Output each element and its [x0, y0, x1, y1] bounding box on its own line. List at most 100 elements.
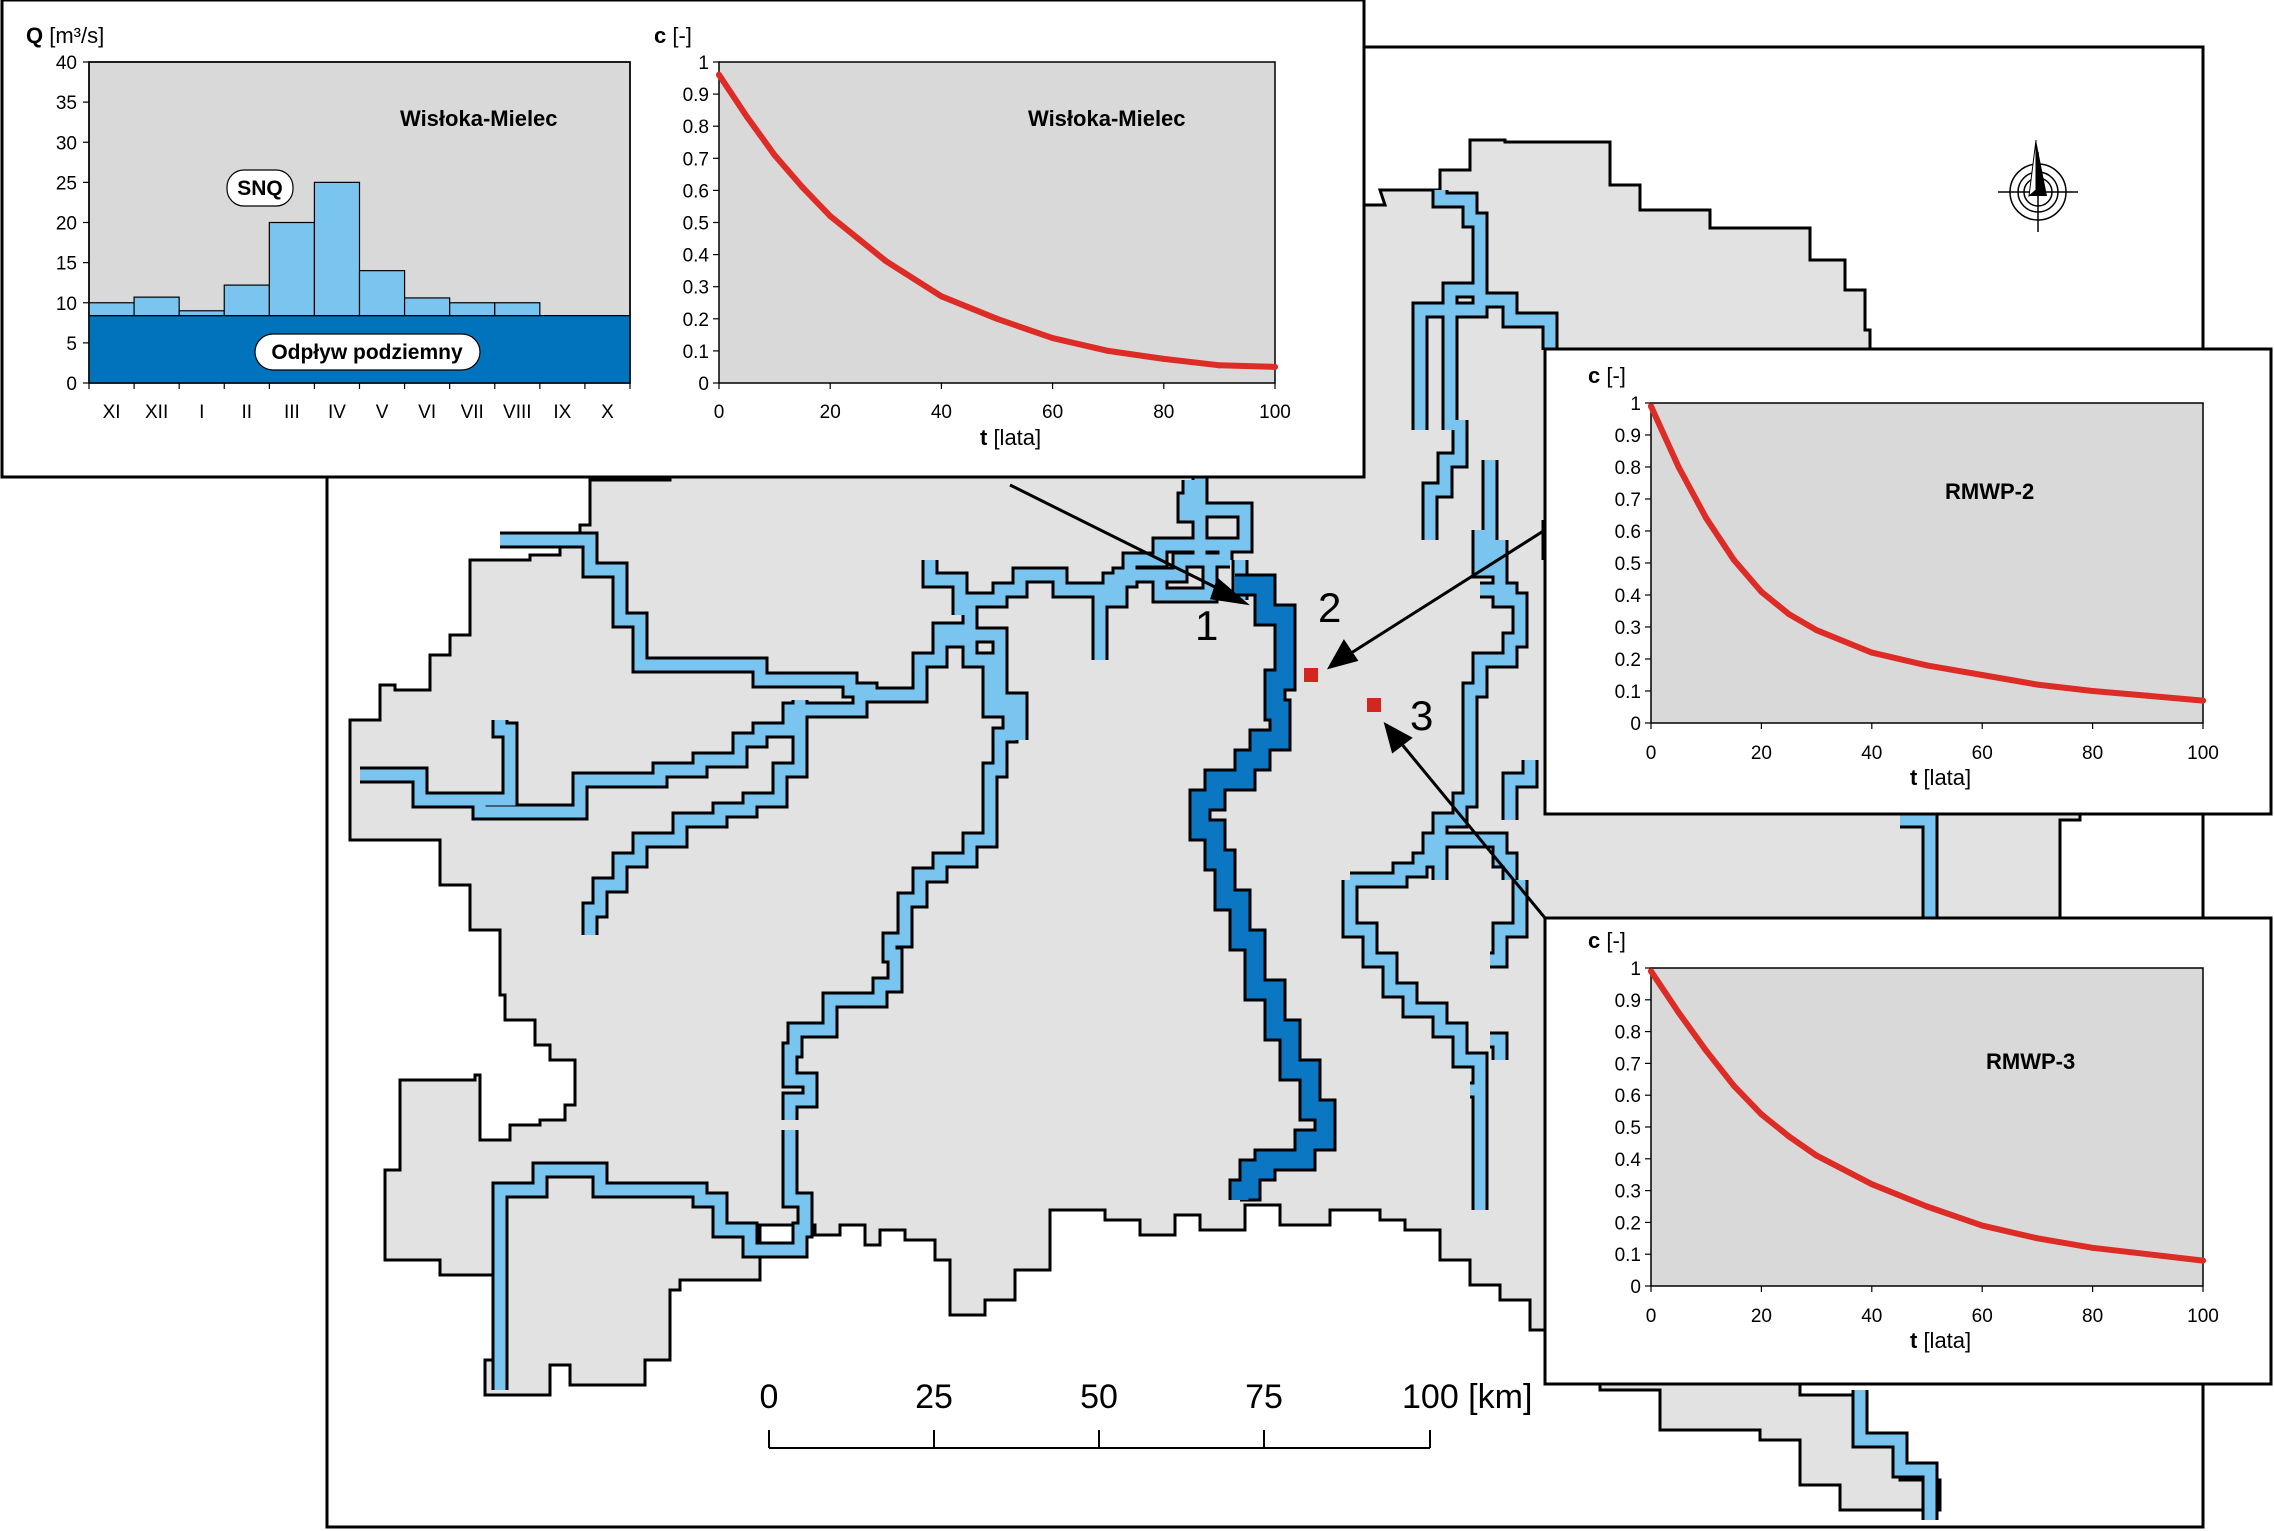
flow-ytick-label-8: 40: [56, 53, 77, 74]
c1-xtick-label-5: 100: [1259, 402, 1291, 423]
c2-point-13: [2200, 697, 2206, 704]
flow-ytick-label-7: 35: [56, 93, 77, 114]
c1-ytick-label-6: 0.6: [683, 181, 709, 202]
c3-ylabel-symbol: c: [1588, 928, 1600, 953]
c2-xtick-label-5: 100: [2187, 743, 2219, 764]
c3-ytick-label-5: 0.5: [1615, 1118, 1641, 1139]
c3-point-0: [1648, 968, 1654, 975]
c3-point-4: [1758, 1111, 1765, 1118]
c1-ytick-label-5: 0.5: [683, 214, 709, 235]
point-label-3: 3: [1410, 692, 1433, 739]
c2-xlabel: t [lata]: [1910, 765, 1971, 790]
flow-bar-4: [268, 221, 316, 317]
c2-point-6: [1813, 627, 1820, 634]
c1-point-11: [1160, 355, 1167, 362]
c3-ytick-label-1: 0.1: [1615, 1245, 1641, 1266]
c3-point-10: [2034, 1235, 2041, 1242]
point-label-1: 1: [1195, 602, 1218, 649]
c3-xlabel-unit: [lata]: [1917, 1328, 1971, 1353]
flow-ylabel: Q [m³/s]: [26, 23, 104, 48]
c2-ytick-label-4: 0.4: [1615, 586, 1642, 607]
c2-ytick-label-6: 0.6: [1615, 522, 1641, 543]
c3-ytick-label-3: 0.3: [1615, 1182, 1641, 1203]
c3-ytick-label-10: 1: [1630, 959, 1641, 980]
c3-plot-area: [1650, 967, 2204, 1287]
flow-bar-7: [403, 297, 451, 317]
c3-point-7: [1868, 1181, 1875, 1188]
c2-xtick-label-4: 80: [2082, 743, 2103, 764]
c1-point-9: [1049, 335, 1056, 342]
c3-ytick-label-2: 0.2: [1615, 1213, 1641, 1234]
c3-chart: 0 0.1 0.2 0.3 0.4 0.5 0.6 0.7 0.8 0.9 1 0 20 40 60 80 10…: [1588, 928, 2219, 1353]
flow-bar-6: [358, 270, 406, 317]
c2-ytick-label-10: 1: [1630, 394, 1641, 415]
flow-category-10: IX: [553, 402, 571, 423]
c3-xtick-label-4: 80: [2082, 1306, 2103, 1327]
c1-ytick-label-7: 0.7: [683, 149, 709, 170]
c2-xtick-label-0: 0: [1646, 743, 1657, 764]
c1-ytick-label-0: 0: [698, 374, 709, 395]
c1-point-2: [771, 152, 778, 159]
flow-category-2: I: [199, 402, 204, 423]
flow-category-3: II: [242, 402, 253, 423]
monitoring-point-2[interactable]: [1304, 668, 1318, 682]
c3-ytick-label-7: 0.7: [1615, 1054, 1641, 1075]
c1-point-8: [994, 315, 1000, 322]
c2-ytick-label-1: 0.1: [1615, 682, 1641, 703]
c3-xlabel-symbol: t: [1910, 1328, 1918, 1353]
c2-ytick-label-3: 0.3: [1615, 618, 1641, 639]
c3-ytick-label-0: 0: [1630, 1277, 1641, 1298]
c2-ytick-label-2: 0.2: [1615, 650, 1641, 671]
c1-xlabel-unit: [lata]: [987, 425, 1041, 450]
c1-point-10: [1105, 347, 1112, 354]
c3-point-9: [1979, 1222, 1986, 1229]
c1-xtick-label-4: 80: [1153, 402, 1174, 423]
c1-ytick-label-4: 0.4: [683, 246, 710, 267]
c1-xlabel: t [lata]: [980, 425, 1041, 450]
c2-title: RMWP-2: [1945, 479, 2034, 504]
c2-ytick-label-5: 0.5: [1615, 554, 1641, 575]
c1-ytick-label-1: 0.1: [683, 342, 709, 363]
c3-xtick-label-0: 0: [1646, 1306, 1657, 1327]
c3-ytick-label-8: 0.8: [1615, 1023, 1641, 1044]
c2-curve: [1648, 403, 2206, 704]
c2-point-12: [2144, 692, 2151, 699]
c2-chart: 0 0.1 0.2 0.3 0.4 0.5 0.6 0.7 0.8 0.9 1 0 20 40 60 80 10…: [1588, 363, 2219, 790]
c2-xtick-label-2: 40: [1861, 743, 1882, 764]
flow-ytick-label-5: 25: [56, 173, 77, 194]
c3-curve: [1648, 968, 2206, 1264]
flow-category-0: XI: [103, 402, 121, 423]
c2-point-5: [1786, 611, 1792, 618]
c3-ytick-label-4: 0.4: [1615, 1150, 1642, 1171]
point-label-2: 2: [1318, 584, 1341, 631]
c3-xlabel: t [lata]: [1910, 1328, 1971, 1353]
flow-category-1: XII: [145, 402, 168, 423]
snq-bubble: [226, 169, 294, 207]
flow-category-11: X: [601, 402, 614, 423]
c2-ytick-label-7: 0.7: [1615, 490, 1641, 511]
snq-label: SNQ: [237, 177, 283, 200]
c3-ylabel-unit: [-]: [1600, 928, 1626, 953]
c1-point-6: [882, 258, 889, 265]
c1-point-5: [855, 235, 861, 242]
flow-ytick-label-1: 5: [66, 334, 77, 355]
c2-point-11: [2089, 688, 2096, 694]
c1-point-13: [1272, 363, 1278, 370]
c2-ylabel-unit: [-]: [1600, 363, 1626, 388]
scale-label-25: 25: [915, 1378, 953, 1416]
c1-point-3: [799, 184, 806, 191]
c1-xtick-label-2: 40: [931, 402, 952, 423]
pointer-arrows: [1009, 483, 1547, 919]
c2-xtick-label-1: 20: [1751, 743, 1772, 764]
c3-point-12: [2144, 1251, 2151, 1258]
c1-ytick-label-8: 0.8: [683, 117, 709, 138]
c2-ytick-label-0: 0: [1630, 714, 1641, 735]
c1-point-4: [827, 213, 834, 220]
flow-ytick-label-0: 0: [66, 374, 77, 395]
monitoring-point-3[interactable]: [1367, 698, 1381, 712]
c2-point-1: [1675, 464, 1682, 470]
c2-point-7: [1868, 649, 1875, 656]
c2-point-9: [1979, 672, 1986, 678]
c1-plot-area: [718, 61, 1276, 384]
